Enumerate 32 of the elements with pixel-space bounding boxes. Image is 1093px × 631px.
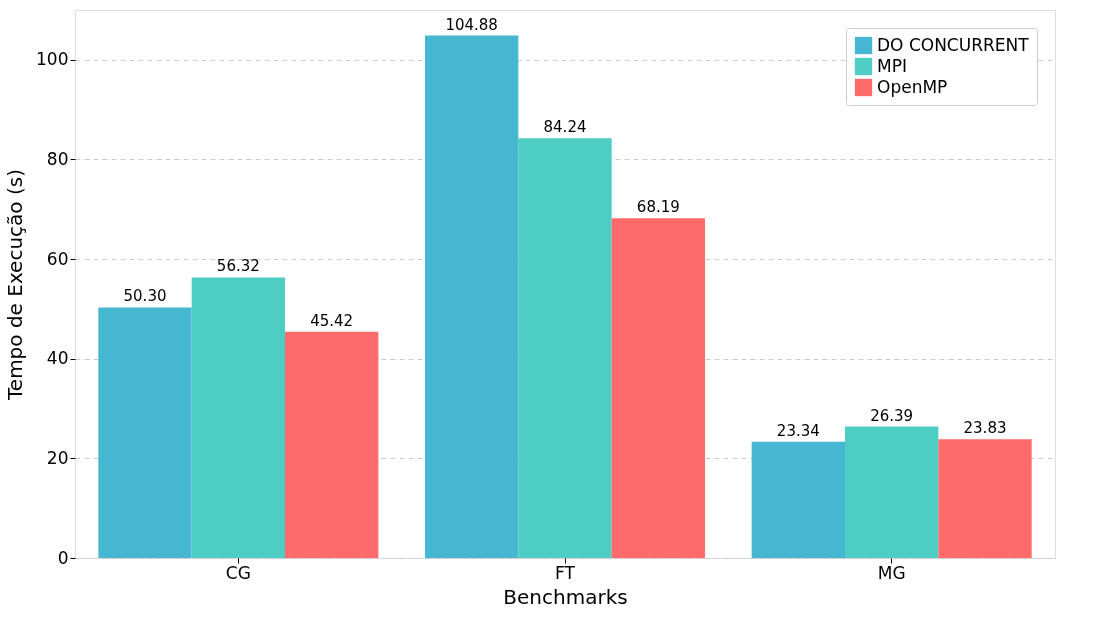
data-label: 84.24 xyxy=(543,118,587,137)
data-label: 26.39 xyxy=(870,406,914,425)
legend-label: OpenMP xyxy=(877,76,948,97)
y-tick-label: 0 xyxy=(57,547,69,568)
x-axis-title: Benchmarks xyxy=(503,584,628,609)
data-label: 45.42 xyxy=(310,311,354,330)
y-tick-label: 100 xyxy=(36,49,69,70)
x-tick-label: MG xyxy=(877,562,906,583)
y-tick-label: 40 xyxy=(46,348,69,369)
bar xyxy=(845,426,939,558)
bar xyxy=(751,441,845,558)
data-label: 56.32 xyxy=(216,257,260,276)
bar xyxy=(611,218,705,558)
legend-label: DO CONCURRENT xyxy=(877,34,1030,55)
y-tick-label: 20 xyxy=(46,447,69,468)
x-tick-label: CG xyxy=(225,562,251,583)
data-label: 68.19 xyxy=(636,198,680,217)
bar xyxy=(191,277,285,558)
y-tick-label: 60 xyxy=(46,248,69,269)
bar xyxy=(938,439,1032,558)
bar xyxy=(518,138,612,558)
bar xyxy=(425,35,519,558)
data-label: 23.34 xyxy=(776,421,820,440)
data-label: 23.83 xyxy=(963,419,1007,438)
bar xyxy=(98,307,192,558)
x-tick-label: FT xyxy=(555,562,576,583)
data-label: 50.30 xyxy=(123,287,167,306)
bar xyxy=(285,331,379,558)
data-label: 104.88 xyxy=(445,15,498,34)
y-axis-title: Tempo de Execução (s) xyxy=(3,169,28,401)
y-tick-label: 80 xyxy=(46,148,69,169)
legend-label: MPI xyxy=(877,55,907,76)
